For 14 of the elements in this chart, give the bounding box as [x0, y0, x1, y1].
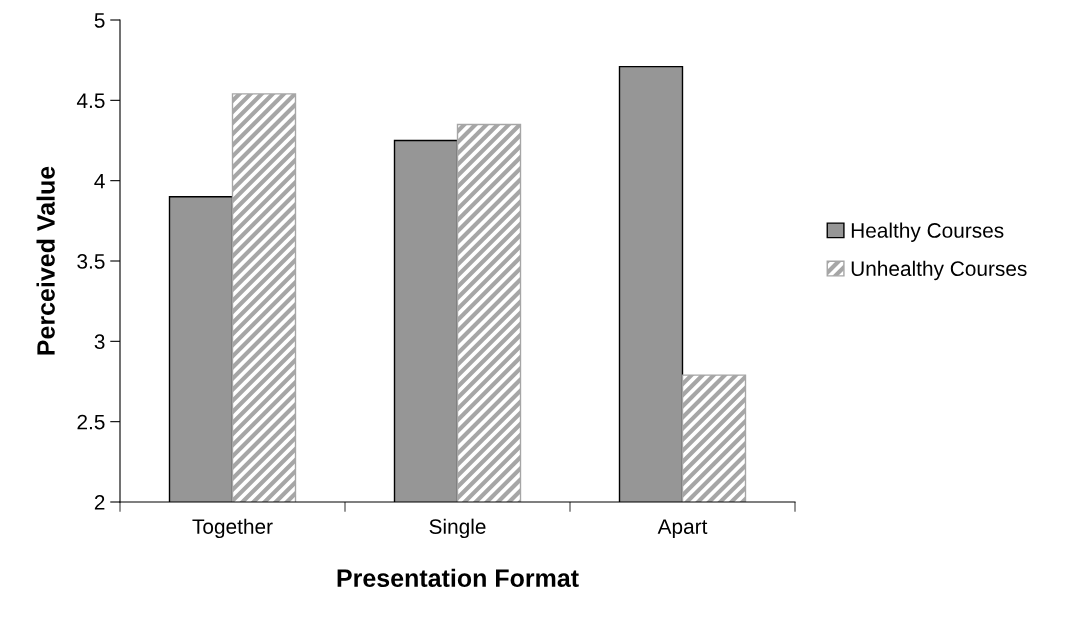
legend-label: Unhealthy Courses: [851, 260, 1027, 281]
y-tick-label: 2.5: [77, 414, 105, 430]
x-axis-title: Presentation Format: [337, 568, 579, 588]
y-axis-title: Perceived Value: [36, 166, 55, 355]
x-tick-label: Single: [429, 518, 486, 539]
y-tick-label: 3: [94, 334, 105, 350]
x-tick-label: Together: [192, 518, 273, 539]
legend-label: Healthy Courses: [851, 222, 1004, 242]
y-tick-label: 2: [94, 495, 105, 510]
y-tick-label: 3.5: [77, 254, 105, 269]
y-tick-label: 5: [94, 13, 105, 28]
y-tick-label: 4: [94, 173, 105, 189]
y-tick-label: 4.5: [76, 93, 105, 109]
x-tick-label: Apart: [657, 519, 708, 539]
